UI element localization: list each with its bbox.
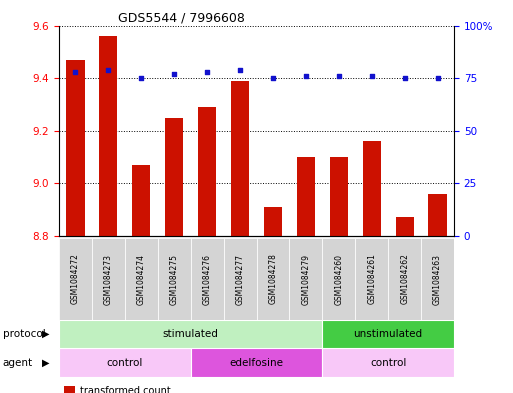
Text: control: control (107, 358, 143, 367)
Point (302, 73, 310, 79)
Bar (264, 207, 282, 236)
Bar (330, 157, 348, 236)
Bar (92, 238, 125, 320)
Bar (297, 157, 315, 236)
Point (104, 66, 112, 73)
Point (269, 75, 277, 81)
Bar (191, 238, 224, 320)
Bar (100, 36, 117, 236)
Text: GSM1084279: GSM1084279 (301, 253, 310, 305)
Text: GSM1084262: GSM1084262 (400, 253, 409, 305)
Text: ▶: ▶ (43, 358, 50, 367)
Point (433, 75, 442, 81)
Point (368, 73, 376, 79)
Point (71, 69, 80, 75)
Bar (59, 238, 92, 320)
Bar (132, 165, 150, 236)
Text: stimulated: stimulated (163, 329, 219, 339)
Bar (198, 107, 216, 236)
Text: transformed count: transformed count (80, 386, 170, 393)
Text: edelfosine: edelfosine (229, 358, 284, 367)
Bar (322, 348, 454, 377)
Text: protocol: protocol (3, 329, 45, 339)
Bar (231, 81, 249, 236)
Text: GSM1084278: GSM1084278 (268, 253, 278, 305)
Bar (428, 194, 447, 236)
Text: GSM1084277: GSM1084277 (235, 253, 245, 305)
Bar (256, 238, 289, 320)
Text: GSM1084274: GSM1084274 (137, 253, 146, 305)
Text: GDS5544 / 7996608: GDS5544 / 7996608 (118, 11, 245, 24)
Bar (322, 238, 355, 320)
Bar (158, 238, 191, 320)
Text: GSM1084261: GSM1084261 (367, 253, 376, 305)
Bar (59, 320, 322, 348)
Bar (191, 348, 322, 377)
Text: unstimulated: unstimulated (353, 329, 423, 339)
Bar (363, 141, 381, 236)
Point (137, 75, 145, 81)
Bar (396, 217, 413, 236)
Point (170, 71, 179, 77)
Text: GSM1084276: GSM1084276 (203, 253, 212, 305)
Bar (421, 238, 454, 320)
Bar (165, 118, 183, 236)
Bar (224, 238, 256, 320)
Bar (322, 320, 454, 348)
Text: GSM1084263: GSM1084263 (433, 253, 442, 305)
Point (401, 75, 409, 81)
Point (203, 69, 211, 75)
Text: control: control (370, 358, 406, 367)
Bar (289, 238, 322, 320)
Text: GSM1084275: GSM1084275 (170, 253, 179, 305)
Point (334, 73, 343, 79)
Bar (355, 238, 388, 320)
Text: agent: agent (3, 358, 33, 367)
Point (236, 66, 244, 73)
Text: GSM1084273: GSM1084273 (104, 253, 113, 305)
Text: ▶: ▶ (43, 329, 50, 339)
Bar (59, 348, 191, 377)
Text: GSM1084260: GSM1084260 (334, 253, 343, 305)
Bar (388, 238, 421, 320)
Text: GSM1084272: GSM1084272 (71, 253, 80, 305)
Bar (66, 60, 85, 236)
Bar (125, 238, 158, 320)
